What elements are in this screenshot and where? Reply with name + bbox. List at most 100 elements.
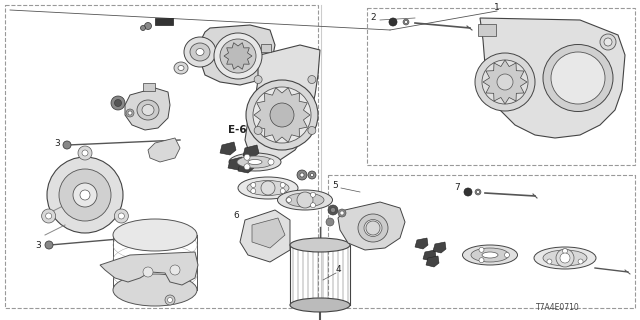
Ellipse shape xyxy=(290,238,350,252)
Ellipse shape xyxy=(238,177,298,199)
Polygon shape xyxy=(423,250,436,261)
Circle shape xyxy=(604,38,612,46)
Text: T7A4E0710: T7A4E0710 xyxy=(536,303,580,313)
Ellipse shape xyxy=(278,190,333,210)
Circle shape xyxy=(340,211,344,215)
Ellipse shape xyxy=(174,62,188,74)
Ellipse shape xyxy=(358,214,388,242)
Ellipse shape xyxy=(229,153,281,171)
Circle shape xyxy=(287,197,291,203)
Polygon shape xyxy=(243,145,259,158)
Text: 5: 5 xyxy=(332,180,338,189)
Ellipse shape xyxy=(286,193,324,207)
Circle shape xyxy=(310,203,316,208)
Circle shape xyxy=(115,100,122,107)
Text: 4: 4 xyxy=(335,266,341,275)
Ellipse shape xyxy=(196,49,204,55)
Polygon shape xyxy=(245,45,320,162)
Bar xyxy=(143,83,155,91)
Text: 6: 6 xyxy=(233,211,239,220)
Bar xyxy=(155,18,173,25)
Text: 2: 2 xyxy=(370,13,376,22)
Ellipse shape xyxy=(475,53,535,111)
Text: E-6: E-6 xyxy=(228,125,246,135)
Circle shape xyxy=(168,298,173,302)
Circle shape xyxy=(141,26,145,30)
Ellipse shape xyxy=(534,247,596,269)
Ellipse shape xyxy=(543,250,587,266)
Ellipse shape xyxy=(482,60,528,104)
Circle shape xyxy=(479,258,484,263)
Circle shape xyxy=(366,221,380,235)
Circle shape xyxy=(326,218,334,226)
Polygon shape xyxy=(224,43,252,69)
Ellipse shape xyxy=(247,180,289,196)
Polygon shape xyxy=(228,157,244,170)
Circle shape xyxy=(170,265,180,275)
Circle shape xyxy=(254,76,262,84)
Circle shape xyxy=(280,182,285,188)
Polygon shape xyxy=(433,242,446,253)
Circle shape xyxy=(310,192,316,197)
Polygon shape xyxy=(148,138,180,162)
Polygon shape xyxy=(338,202,405,250)
Polygon shape xyxy=(240,210,290,262)
Ellipse shape xyxy=(137,100,159,120)
Text: 7: 7 xyxy=(454,182,460,191)
Polygon shape xyxy=(480,18,625,138)
Ellipse shape xyxy=(220,39,256,73)
Polygon shape xyxy=(483,60,527,104)
Circle shape xyxy=(464,188,472,196)
Circle shape xyxy=(63,141,71,149)
Polygon shape xyxy=(238,160,254,173)
Circle shape xyxy=(297,170,307,180)
Ellipse shape xyxy=(471,248,509,262)
Circle shape xyxy=(297,192,313,208)
Ellipse shape xyxy=(482,252,498,258)
Circle shape xyxy=(308,76,316,84)
Circle shape xyxy=(475,189,481,195)
Circle shape xyxy=(126,109,134,117)
Circle shape xyxy=(578,259,583,264)
Bar xyxy=(478,24,496,36)
Circle shape xyxy=(244,154,250,160)
Polygon shape xyxy=(415,238,428,249)
Circle shape xyxy=(404,20,408,23)
Circle shape xyxy=(403,19,409,25)
Circle shape xyxy=(497,74,513,90)
Circle shape xyxy=(308,171,316,179)
Text: 3: 3 xyxy=(54,139,60,148)
Circle shape xyxy=(560,253,570,263)
Ellipse shape xyxy=(190,43,210,61)
Bar xyxy=(261,44,271,52)
Circle shape xyxy=(280,188,285,194)
Circle shape xyxy=(261,181,275,195)
Circle shape xyxy=(80,190,90,200)
Circle shape xyxy=(308,126,316,134)
Circle shape xyxy=(600,34,616,50)
Ellipse shape xyxy=(237,156,273,168)
Ellipse shape xyxy=(248,159,262,164)
Ellipse shape xyxy=(184,37,216,67)
Ellipse shape xyxy=(551,52,605,104)
Circle shape xyxy=(254,126,262,134)
Circle shape xyxy=(145,22,152,29)
Circle shape xyxy=(556,249,574,267)
Text: 1: 1 xyxy=(494,4,500,12)
Ellipse shape xyxy=(113,274,197,306)
Circle shape xyxy=(47,157,123,233)
Circle shape xyxy=(251,188,256,194)
Circle shape xyxy=(165,295,175,305)
Circle shape xyxy=(547,259,552,264)
Circle shape xyxy=(338,209,346,217)
Ellipse shape xyxy=(290,298,350,312)
Circle shape xyxy=(45,241,53,249)
Polygon shape xyxy=(254,88,310,142)
Circle shape xyxy=(244,164,250,170)
Circle shape xyxy=(59,169,111,221)
Circle shape xyxy=(115,209,129,223)
Circle shape xyxy=(477,190,479,194)
Ellipse shape xyxy=(364,220,382,236)
Circle shape xyxy=(45,213,52,219)
Ellipse shape xyxy=(113,219,197,251)
